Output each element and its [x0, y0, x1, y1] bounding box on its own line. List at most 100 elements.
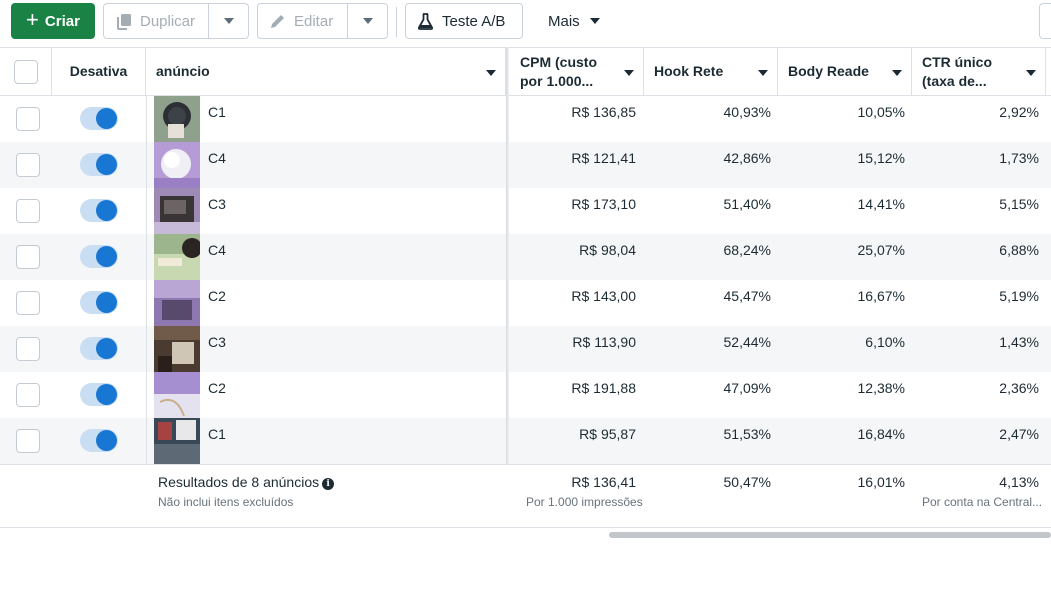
ad-name[interactable]: C4: [208, 150, 226, 166]
summary-results: Resultados de 8 anúncios i: [158, 474, 335, 490]
header-body-rate[interactable]: Body Reade: [778, 48, 912, 95]
toggle-knob: [96, 292, 117, 313]
plus-icon: +: [26, 7, 39, 32]
caret-down-icon: [589, 18, 600, 24]
metric-hook: 51,40%: [723, 196, 771, 212]
ad-thumbnail-image: [154, 280, 200, 326]
ad-thumbnail[interactable]: [154, 142, 200, 188]
ad-name[interactable]: C2: [208, 288, 226, 304]
ad-status-toggle[interactable]: [80, 337, 118, 360]
ad-status-toggle[interactable]: [80, 245, 118, 268]
metric-body: 25,07%: [857, 242, 905, 258]
metric-hook: 40,93%: [723, 104, 771, 120]
duplicate-button[interactable]: Duplicar: [103, 3, 249, 39]
ad-thumbnail[interactable]: [154, 372, 200, 418]
table-row[interactable]: C1 R$ 95,87 51,53% 16,84% 2,47%: [0, 418, 1051, 464]
row-checkbox[interactable]: [16, 383, 40, 407]
ad-thumbnail[interactable]: [154, 234, 200, 280]
edit-button[interactable]: Editar: [257, 3, 388, 39]
metric-cpm: R$ 113,90: [572, 334, 636, 350]
metric-ctr: 2,36%: [999, 380, 1039, 396]
table-row[interactable]: C2 R$ 143,00 45,47% 16,67% 5,19%: [0, 280, 1051, 326]
edit-dropdown-button[interactable]: [347, 4, 387, 38]
metric-body: 14,41%: [857, 196, 905, 212]
info-icon[interactable]: i: [322, 478, 335, 490]
caret-down-icon: [223, 18, 234, 24]
ad-thumbnail-image: [154, 188, 200, 234]
metric-body: 10,05%: [857, 104, 905, 120]
ad-status-toggle[interactable]: [80, 199, 118, 222]
metric-hook: 42,86%: [723, 150, 771, 166]
toolbar-divider: [396, 7, 397, 37]
summary-cpm-note: Por 1.000 impressões: [526, 495, 643, 509]
table-row[interactable]: C3 R$ 113,90 52,44% 6,10% 1,43%: [0, 326, 1051, 372]
ad-thumbnail-image: [154, 418, 200, 464]
table-row[interactable]: C3 R$ 173,10 51,40% 14,41% 5,15%: [0, 188, 1051, 234]
row-checkbox[interactable]: [16, 153, 40, 177]
table-row[interactable]: C2 R$ 191,88 47,09% 12,38% 2,36%: [0, 372, 1051, 418]
summary-row: Resultados de 8 anúncios i Não inclui ite…: [0, 464, 1051, 528]
edit-label: Editar: [294, 12, 334, 30]
caret-down-icon[interactable]: [624, 70, 634, 76]
ad-name[interactable]: C4: [208, 242, 226, 258]
more-button[interactable]: Mais: [535, 3, 615, 39]
ad-status-toggle[interactable]: [80, 429, 118, 452]
metric-ctr: 5,15%: [999, 196, 1039, 212]
ad-status-toggle[interactable]: [80, 383, 118, 406]
summary-ctr-note: Por conta na Central...: [922, 495, 1043, 509]
ad-thumbnail[interactable]: [154, 280, 200, 326]
table-header: Desativa anúncio CPM (custo por 1.000... …: [0, 47, 1051, 96]
metric-cpm: R$ 173,10: [571, 196, 636, 212]
row-checkbox[interactable]: [16, 107, 40, 131]
caret-down-icon[interactable]: [486, 70, 496, 76]
select-all-checkbox[interactable]: [13, 59, 38, 84]
ad-name[interactable]: C3: [208, 334, 226, 350]
metric-cpm: R$ 121,41: [571, 150, 636, 166]
metric-cpm: R$ 95,87: [579, 426, 636, 442]
ad-name[interactable]: C1: [208, 104, 226, 120]
row-checkbox[interactable]: [16, 429, 40, 453]
ad-status-toggle[interactable]: [80, 107, 118, 130]
ad-thumbnail-image: [154, 372, 200, 418]
header-toggle[interactable]: Desativa: [52, 48, 146, 95]
ad-name[interactable]: C1: [208, 426, 226, 442]
ad-thumbnail[interactable]: [154, 96, 200, 142]
row-checkbox[interactable]: [16, 337, 40, 361]
header-ctr[interactable]: CTR único (taxa de...: [912, 48, 1046, 95]
overflow-button[interactable]: [1039, 3, 1051, 39]
ad-name[interactable]: C2: [208, 380, 226, 396]
caret-down-icon[interactable]: [1026, 70, 1036, 76]
more-label: Mais: [548, 12, 580, 30]
metric-ctr: 1,73%: [999, 150, 1039, 166]
toggle-knob: [96, 108, 117, 129]
header-cpm[interactable]: CPM (custo por 1.000...: [509, 48, 644, 95]
ad-thumbnail[interactable]: [154, 326, 200, 372]
metric-ctr: 1,43%: [999, 334, 1039, 350]
row-checkbox[interactable]: [16, 199, 40, 223]
caret-down-icon[interactable]: [758, 70, 768, 76]
toolbar: + Criar Duplicar Editar: [0, 0, 1051, 44]
row-checkbox[interactable]: [16, 291, 40, 315]
ad-status-toggle[interactable]: [80, 291, 118, 314]
header-ad-name[interactable]: anúncio: [146, 48, 506, 95]
horizontal-scrollbar[interactable]: [609, 532, 1051, 538]
ab-test-button[interactable]: Teste A/B: [405, 3, 523, 39]
caret-down-icon[interactable]: [892, 70, 902, 76]
ad-thumbnail[interactable]: [154, 418, 200, 464]
header-hook-rate[interactable]: Hook Rete: [644, 48, 778, 95]
metric-ctr: 5,19%: [999, 288, 1039, 304]
toggle-knob: [96, 154, 117, 175]
toggle-knob: [96, 246, 117, 267]
metric-hook: 45,47%: [723, 288, 771, 304]
create-button[interactable]: + Criar: [11, 3, 95, 39]
select-all-cell: [0, 48, 52, 95]
table-row[interactable]: C1 R$ 136,85 40,93% 10,05% 2,92%: [0, 96, 1051, 142]
table-row[interactable]: C4 R$ 121,41 42,86% 15,12% 1,73%: [0, 142, 1051, 188]
metric-cpm: R$ 136,85: [571, 104, 636, 120]
ad-status-toggle[interactable]: [80, 153, 118, 176]
row-checkbox[interactable]: [16, 245, 40, 269]
duplicate-dropdown-button[interactable]: [208, 4, 248, 38]
table-row[interactable]: C4 R$ 98,04 68,24% 25,07% 6,88%: [0, 234, 1051, 280]
ad-thumbnail[interactable]: [154, 188, 200, 234]
ad-name[interactable]: C3: [208, 196, 226, 212]
